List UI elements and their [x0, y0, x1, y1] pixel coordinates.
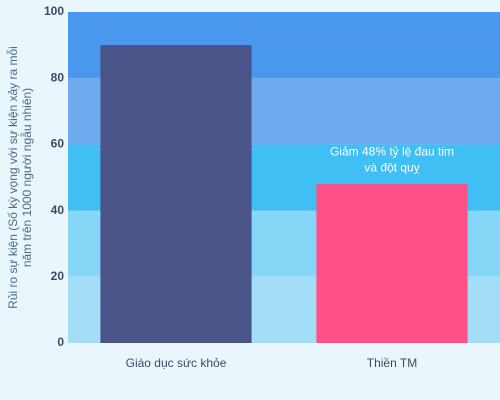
bar [316, 184, 468, 343]
annotation: và đột quỵ [364, 160, 419, 174]
y-tick-label: 80 [51, 70, 65, 84]
x-tick-label: Giáo dục sức khỏe [126, 356, 227, 370]
y-tick-label: 0 [57, 335, 64, 349]
y-axis-label: Rủi ro sự kiện (Số kỳ vọng với sự kiện x… [5, 46, 20, 309]
x-tick-label: Thiền TM [367, 356, 417, 370]
y-tick-label: 40 [51, 203, 65, 217]
y-tick-label: 20 [51, 269, 65, 283]
bar [100, 45, 252, 343]
annotation: Giảm 48% tỷ lệ đau tim [330, 144, 454, 158]
y-tick-label: 60 [51, 137, 65, 151]
y-axis-label: năm trên 1000 người ngẫu nhiên) [19, 88, 34, 267]
y-tick-label: 100 [44, 4, 64, 18]
